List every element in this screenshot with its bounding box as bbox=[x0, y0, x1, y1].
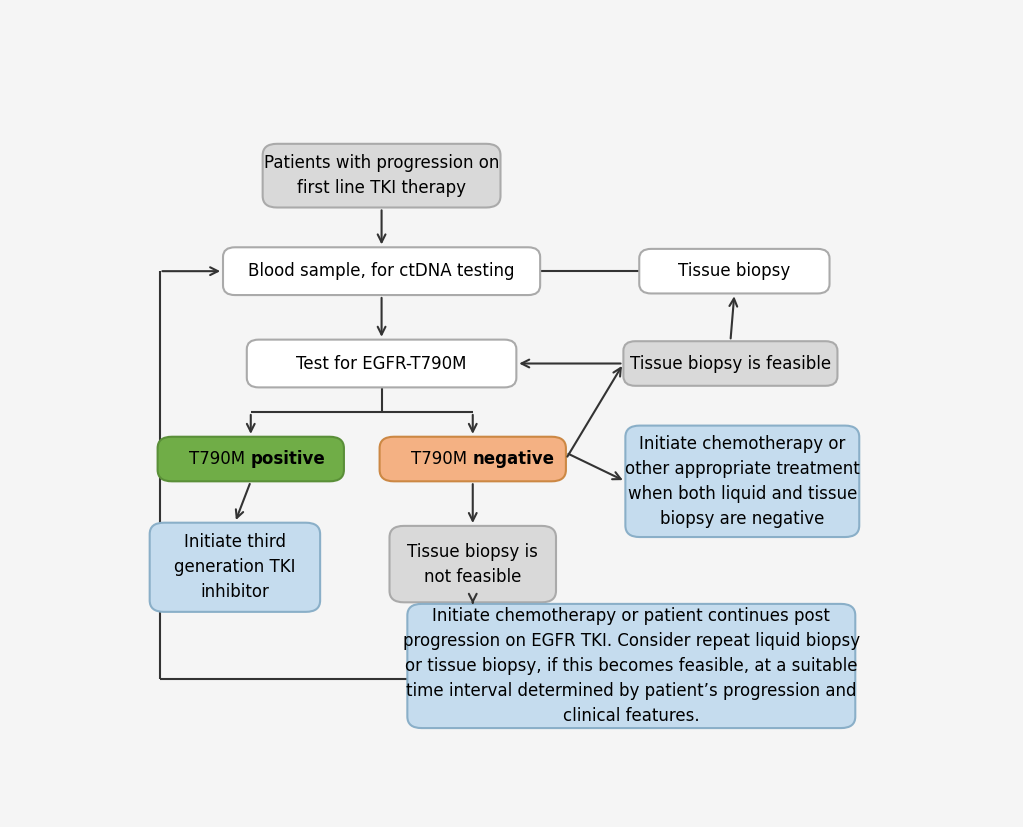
Text: Test for EGFR-T790M: Test for EGFR-T790M bbox=[297, 355, 466, 372]
Text: Tissue biopsy is feasible: Tissue biopsy is feasible bbox=[630, 355, 831, 372]
Text: Initiate third
generation TKI
inhibitor: Initiate third generation TKI inhibitor bbox=[174, 533, 296, 601]
FancyBboxPatch shape bbox=[407, 604, 855, 728]
FancyBboxPatch shape bbox=[625, 426, 859, 537]
Text: negative: negative bbox=[473, 450, 554, 468]
FancyBboxPatch shape bbox=[639, 249, 830, 294]
FancyBboxPatch shape bbox=[380, 437, 566, 481]
FancyBboxPatch shape bbox=[263, 144, 500, 208]
Text: T790M: T790M bbox=[189, 450, 251, 468]
Text: Initiate chemotherapy or patient continues post
progression on EGFR TKI. Conside: Initiate chemotherapy or patient continu… bbox=[403, 607, 860, 725]
Text: Initiate chemotherapy or
other appropriate treatment
when both liquid and tissue: Initiate chemotherapy or other appropria… bbox=[625, 435, 859, 528]
Text: Patients with progression on
first line TKI therapy: Patients with progression on first line … bbox=[264, 154, 499, 197]
Text: Tissue biopsy: Tissue biopsy bbox=[678, 262, 791, 280]
FancyBboxPatch shape bbox=[247, 340, 517, 387]
FancyBboxPatch shape bbox=[149, 523, 320, 612]
Text: Blood sample, for ctDNA testing: Blood sample, for ctDNA testing bbox=[249, 262, 515, 280]
FancyBboxPatch shape bbox=[623, 342, 838, 386]
Text: Tissue biopsy is
not feasible: Tissue biopsy is not feasible bbox=[407, 543, 538, 586]
Text: T790M: T790M bbox=[411, 450, 473, 468]
FancyBboxPatch shape bbox=[158, 437, 344, 481]
FancyBboxPatch shape bbox=[390, 526, 557, 602]
FancyBboxPatch shape bbox=[223, 247, 540, 295]
Text: positive: positive bbox=[251, 450, 325, 468]
